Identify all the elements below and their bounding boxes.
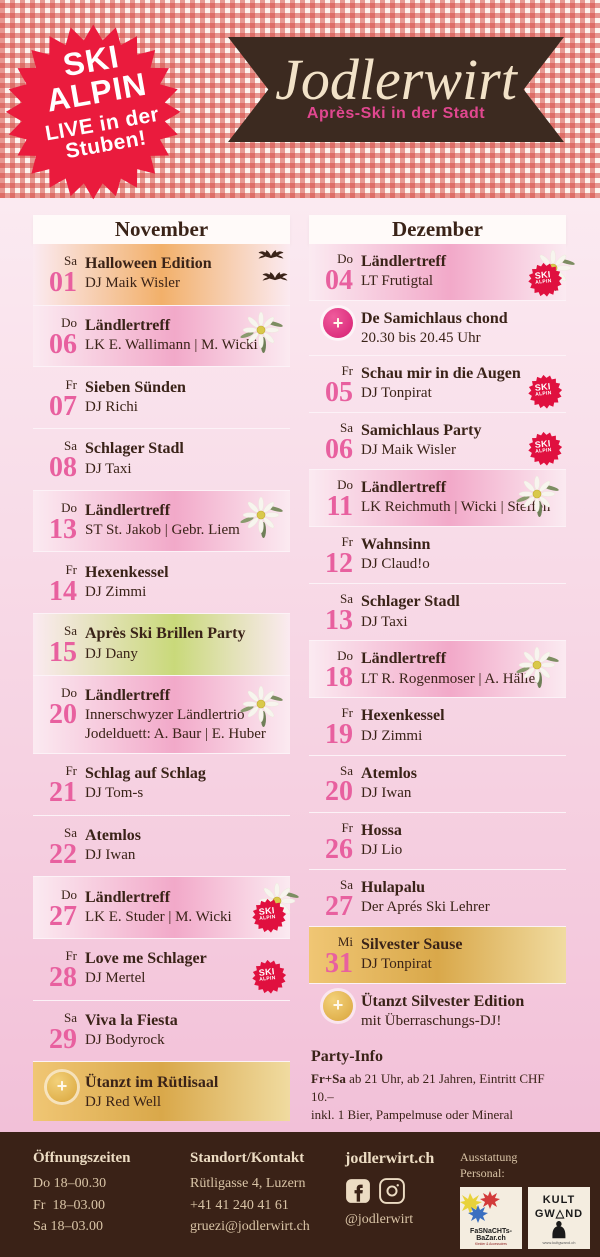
svg-text:FaSNaCHTs-: FaSNaCHTs- (470, 1228, 513, 1235)
svg-text:KULT: KULT (543, 1194, 576, 1206)
svg-text:BaZar.ch: BaZar.ch (476, 1235, 506, 1242)
svg-text:GW△ND: GW△ND (535, 1208, 583, 1220)
svg-text:www.kultgwand.ch: www.kultgwand.ch (543, 1240, 576, 1245)
svg-text:Kleider & Accessoires: Kleider & Accessoires (475, 1242, 507, 1246)
